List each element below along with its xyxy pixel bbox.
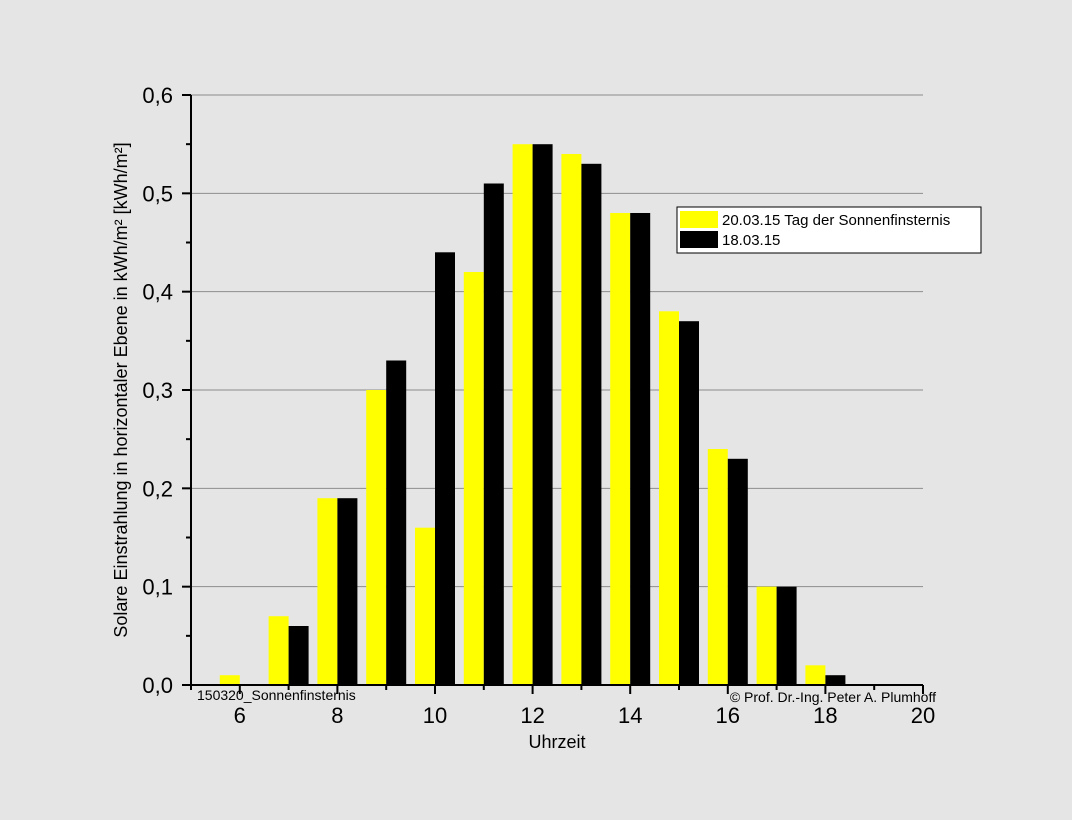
x-tick-label: 18 bbox=[813, 703, 837, 728]
bar-eclipse-day bbox=[512, 144, 533, 685]
bar-eclipse-day bbox=[756, 586, 777, 685]
copyright-note: © Prof. Dr.-Ing. Peter A. Plumhoff bbox=[730, 689, 936, 705]
x-tick-label: 12 bbox=[520, 703, 544, 728]
file-name-note: 150320_Sonnenfinsternis bbox=[197, 687, 356, 703]
axes bbox=[182, 94, 924, 694]
bar-reference-day bbox=[679, 321, 699, 685]
y-tick-label: 0,5 bbox=[142, 181, 173, 206]
bar-eclipse-day bbox=[366, 390, 387, 685]
bar-eclipse-day bbox=[659, 311, 679, 685]
x-tick-label: 10 bbox=[423, 703, 447, 728]
y-axis-title: Solare Einstrahlung in horizontaler Eben… bbox=[111, 142, 131, 637]
bar-eclipse-day bbox=[415, 527, 435, 685]
bar-reference-day bbox=[727, 458, 748, 685]
legend-swatch bbox=[680, 211, 718, 228]
y-tick-label: 0,2 bbox=[142, 476, 173, 501]
bar-reference-day bbox=[776, 586, 797, 685]
y-tick-label: 0,4 bbox=[142, 280, 173, 305]
bar-eclipse-day bbox=[610, 213, 631, 685]
bar-eclipse-day bbox=[317, 498, 338, 685]
bar-reference-day bbox=[435, 252, 455, 686]
bar-reference-day bbox=[630, 213, 651, 685]
legend: 20.03.15 Tag der Sonnenfinsternis 18.03.1… bbox=[676, 206, 982, 254]
y-tick-label: 0,6 bbox=[142, 83, 173, 108]
bar-reference-day bbox=[386, 360, 407, 685]
y-tick-label: 0,0 bbox=[142, 673, 173, 698]
x-tick-label: 6 bbox=[234, 703, 246, 728]
y-tick-label: 0,1 bbox=[142, 575, 173, 600]
legend-swatch bbox=[680, 231, 718, 248]
x-tick-label: 16 bbox=[716, 703, 740, 728]
bar-reference-day bbox=[483, 183, 504, 685]
bar-reference-day bbox=[288, 626, 309, 685]
bar-reference-day bbox=[825, 675, 846, 685]
bars bbox=[219, 144, 846, 686]
grid-lines bbox=[191, 94, 923, 588]
x-tick-label: 20 bbox=[911, 703, 935, 728]
legend-label: 20.03.15 Tag der Sonnenfinsternis bbox=[722, 212, 950, 229]
bar-eclipse-day bbox=[219, 675, 240, 685]
bar-eclipse-day bbox=[707, 449, 728, 685]
x-axis-title: Uhrzeit bbox=[528, 732, 585, 752]
tick-labels: 0,0 0,1 0,2 0,3 0,4 0,5 0,6 6 8 10 12 14 16 18 20 bbox=[142, 83, 935, 728]
bar-eclipse-day bbox=[561, 154, 582, 685]
x-tick-label: 8 bbox=[331, 703, 343, 728]
bar-eclipse-day bbox=[268, 616, 289, 685]
bar-reference-day bbox=[532, 144, 553, 685]
bar-eclipse-day bbox=[805, 665, 826, 685]
legend-label: 18.03.15 bbox=[722, 232, 780, 249]
y-tick-label: 0,3 bbox=[142, 378, 173, 403]
bar-reference-day bbox=[581, 163, 602, 686]
bar-reference-day bbox=[337, 498, 358, 685]
x-tick-label: 14 bbox=[618, 703, 642, 728]
legend-box bbox=[676, 206, 982, 254]
bar-eclipse-day bbox=[463, 272, 484, 685]
